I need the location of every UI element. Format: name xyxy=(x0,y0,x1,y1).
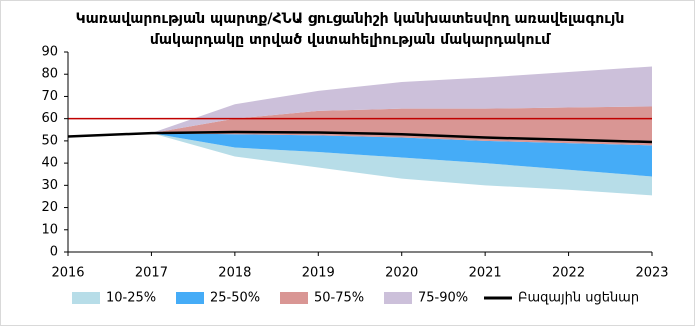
chart-title: Կառավարության պարտք/ՀՆԱ ցուցանիշի կանխատ… xyxy=(76,11,625,27)
y-tick-label: 0 xyxy=(50,245,58,260)
legend-label: Բազային սցենար xyxy=(518,291,639,306)
fan-band xyxy=(151,133,652,177)
baseline-line xyxy=(67,130,653,144)
legend-swatch xyxy=(384,292,412,304)
x-tick-label: 2017 xyxy=(135,266,168,281)
x-tick-label: 2016 xyxy=(51,266,84,281)
chart-title: մակարդակը տրված վստահելիության մակարդակո… xyxy=(150,32,551,48)
legend-label: 25-50% xyxy=(210,291,260,306)
y-tick-label: 30 xyxy=(41,178,58,193)
y-tick-label: 50 xyxy=(41,133,58,148)
x-tick-label: 2021 xyxy=(469,266,502,281)
y-tick-label: 60 xyxy=(41,111,58,126)
x-tick-label: 2023 xyxy=(635,266,668,281)
legend-swatch xyxy=(280,292,308,304)
legend-swatch xyxy=(176,292,204,304)
y-tick-label: 20 xyxy=(41,200,58,215)
legend-swatch xyxy=(72,292,100,304)
legend-label: 50-75% xyxy=(314,291,364,306)
fan-band xyxy=(151,106,652,146)
x-tick-label: 2020 xyxy=(385,266,418,281)
x-tick-label: 2022 xyxy=(552,266,585,281)
fan-band xyxy=(151,66,652,134)
x-tick-label: 2018 xyxy=(218,266,251,281)
legend-label: 10-25% xyxy=(106,291,156,306)
y-tick-label: 90 xyxy=(41,45,58,60)
y-tick-label: 70 xyxy=(41,89,58,104)
y-tick-label: 80 xyxy=(41,67,58,82)
y-tick-label: 40 xyxy=(41,156,58,171)
y-tick-label: 10 xyxy=(41,222,58,237)
legend-label: 75-90% xyxy=(418,291,468,306)
x-tick-label: 2019 xyxy=(302,266,335,281)
fan-band xyxy=(151,133,652,196)
